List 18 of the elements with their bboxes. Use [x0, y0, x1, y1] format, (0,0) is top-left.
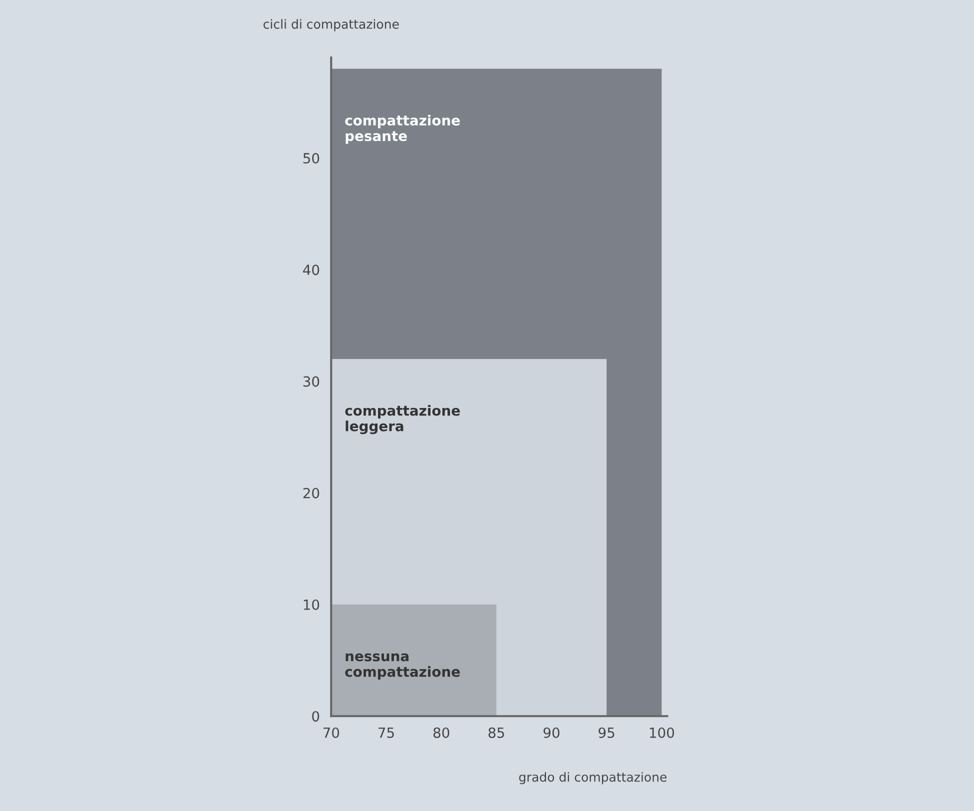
y-tick-label: 30: [303, 376, 320, 387]
y-tick-label: 0: [312, 711, 320, 722]
y-tick-label: 10: [304, 599, 320, 610]
x-tick-label: 95: [598, 727, 614, 738]
x-axis-title: grado di compattazione: [519, 772, 667, 784]
series-label: compattazione pesante: [345, 114, 460, 144]
x-tick-label: 85: [488, 727, 504, 738]
x-tick-label: 100: [650, 727, 674, 738]
x-tick-label: 80: [433, 727, 450, 738]
x-tick-label: 70: [323, 727, 340, 738]
series-label: nessuna compattazione: [345, 653, 460, 680]
y-tick-label: 40: [303, 264, 320, 276]
x-tick-label: 75: [378, 728, 394, 738]
x-tick-label: 90: [544, 727, 560, 738]
y-tick-label: 50: [303, 153, 320, 164]
y-axis-title: cicli di compattazione: [264, 19, 399, 32]
series-label: compattazione leggera: [345, 405, 460, 434]
y-tick-label: 20: [303, 488, 320, 498]
